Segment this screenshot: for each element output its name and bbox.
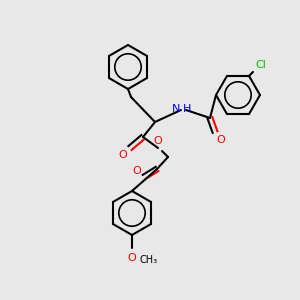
Text: O: O xyxy=(154,136,162,146)
Text: Cl: Cl xyxy=(255,60,266,70)
Text: O: O xyxy=(128,253,136,263)
Text: O: O xyxy=(132,166,141,176)
Text: CH₃: CH₃ xyxy=(140,255,158,265)
Text: N: N xyxy=(172,104,180,114)
Text: O: O xyxy=(216,135,225,145)
Text: H: H xyxy=(183,104,191,114)
Text: O: O xyxy=(118,150,127,160)
